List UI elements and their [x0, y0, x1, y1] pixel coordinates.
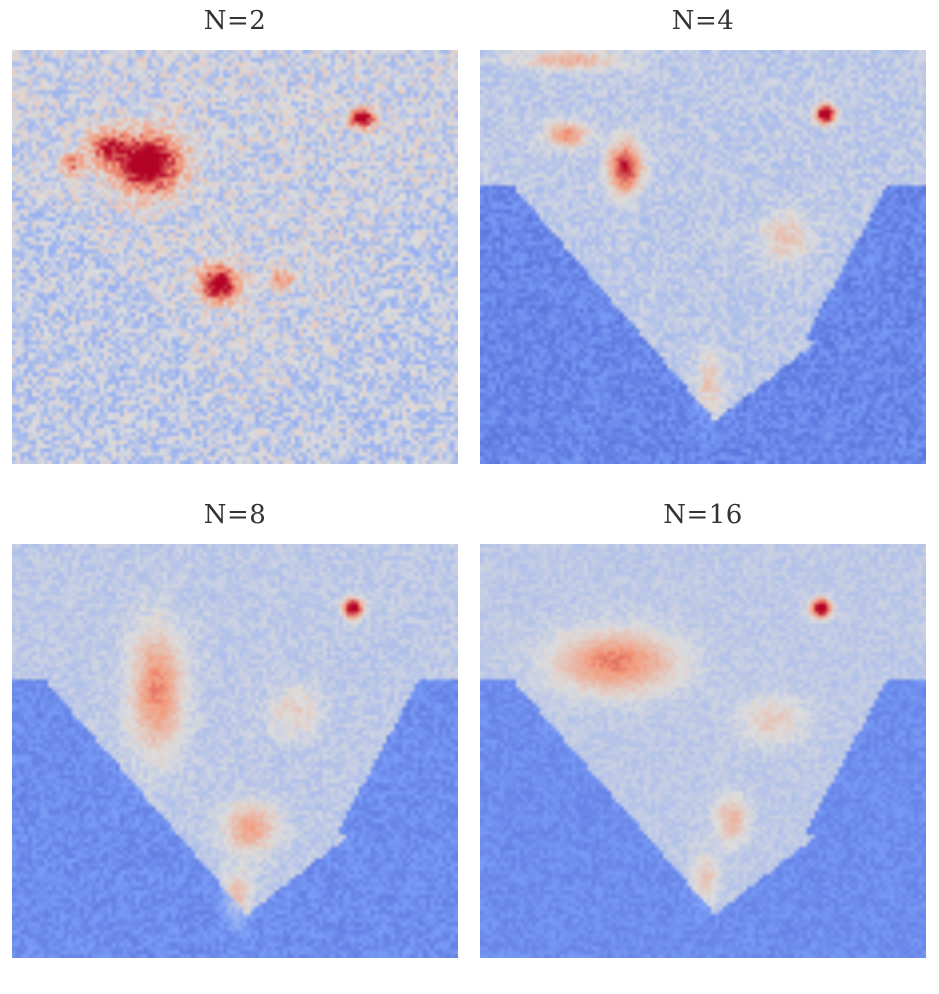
panel-title: N=2: [203, 6, 267, 36]
heatmap-canvas: [480, 544, 926, 958]
panel-title: N=8: [203, 500, 267, 530]
heatmap-canvas: [12, 50, 458, 464]
panel-title: N=4: [671, 6, 735, 36]
heatmap-canvas: [12, 544, 458, 958]
heatmap-canvas: [480, 50, 926, 464]
panel-title: N=16: [663, 500, 743, 530]
